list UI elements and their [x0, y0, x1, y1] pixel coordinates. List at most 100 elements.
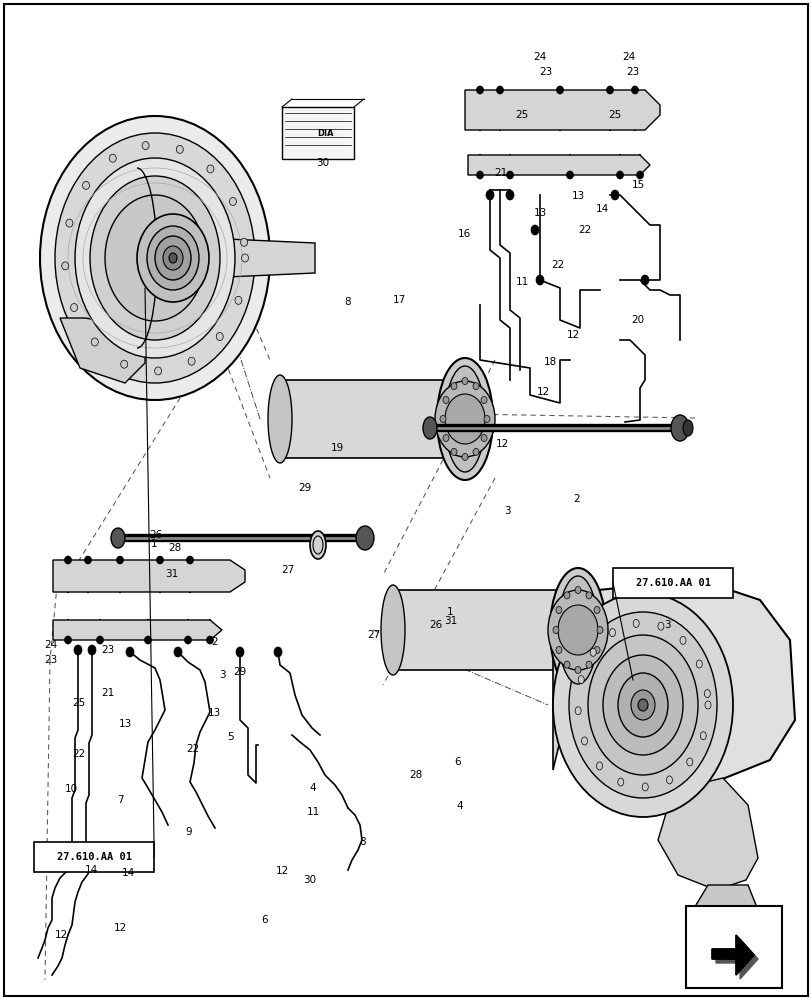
Polygon shape: [715, 939, 757, 979]
Text: 30: 30: [303, 875, 316, 885]
Text: 24: 24: [622, 52, 635, 62]
Ellipse shape: [594, 606, 599, 613]
Ellipse shape: [630, 690, 654, 720]
Ellipse shape: [40, 116, 270, 400]
Polygon shape: [53, 620, 221, 640]
Ellipse shape: [91, 338, 98, 346]
Ellipse shape: [234, 296, 242, 304]
Ellipse shape: [703, 690, 710, 698]
Ellipse shape: [176, 145, 183, 153]
Text: 8: 8: [358, 837, 365, 847]
Text: 23: 23: [539, 67, 551, 77]
Text: 27.610.AA 01: 27.610.AA 01: [57, 852, 131, 862]
Ellipse shape: [436, 358, 492, 480]
Text: 28: 28: [409, 770, 422, 780]
Ellipse shape: [610, 190, 618, 200]
Text: 13: 13: [208, 708, 221, 718]
Ellipse shape: [574, 666, 581, 674]
Ellipse shape: [552, 593, 732, 817]
Ellipse shape: [64, 636, 71, 644]
Ellipse shape: [594, 647, 599, 654]
Text: 25: 25: [515, 110, 528, 120]
Ellipse shape: [355, 526, 374, 550]
Text: 22: 22: [72, 749, 85, 759]
Ellipse shape: [686, 758, 692, 766]
Ellipse shape: [461, 377, 467, 384]
Polygon shape: [467, 155, 649, 175]
Text: 27: 27: [281, 565, 294, 575]
Text: 9: 9: [185, 827, 191, 837]
Ellipse shape: [216, 332, 223, 340]
Ellipse shape: [380, 585, 405, 675]
Ellipse shape: [206, 636, 213, 644]
Text: 26: 26: [149, 530, 162, 540]
Text: 8: 8: [344, 297, 350, 307]
Text: 12: 12: [536, 387, 549, 397]
Ellipse shape: [636, 171, 642, 179]
Text: 3: 3: [663, 620, 670, 630]
Text: 31: 31: [444, 616, 457, 626]
Text: 6: 6: [261, 915, 268, 925]
Ellipse shape: [66, 219, 73, 227]
Polygon shape: [711, 935, 753, 975]
Text: 22: 22: [577, 225, 590, 235]
Text: 20: 20: [631, 315, 644, 325]
Ellipse shape: [590, 648, 595, 656]
Ellipse shape: [443, 434, 448, 442]
Ellipse shape: [557, 605, 597, 655]
Ellipse shape: [154, 367, 161, 375]
Ellipse shape: [556, 647, 561, 654]
Ellipse shape: [188, 357, 195, 365]
Ellipse shape: [74, 645, 82, 655]
Ellipse shape: [116, 556, 123, 564]
Text: 11: 11: [515, 277, 528, 287]
Ellipse shape: [64, 556, 71, 564]
Ellipse shape: [163, 246, 182, 270]
Polygon shape: [552, 602, 579, 770]
Ellipse shape: [435, 381, 495, 457]
Ellipse shape: [480, 396, 487, 403]
Ellipse shape: [169, 253, 177, 263]
Ellipse shape: [55, 133, 255, 383]
Text: 5: 5: [227, 732, 234, 742]
Ellipse shape: [666, 776, 672, 784]
Ellipse shape: [587, 635, 697, 775]
Ellipse shape: [617, 673, 667, 737]
Text: 2: 2: [211, 637, 217, 647]
Polygon shape: [465, 90, 659, 130]
Ellipse shape: [603, 655, 682, 755]
Ellipse shape: [62, 262, 69, 270]
Bar: [612, 568, 732, 598]
Text: 14: 14: [122, 868, 135, 878]
Ellipse shape: [606, 86, 613, 94]
Ellipse shape: [530, 225, 539, 235]
Ellipse shape: [144, 636, 152, 644]
Ellipse shape: [450, 448, 457, 455]
Text: 13: 13: [533, 208, 546, 218]
Ellipse shape: [105, 195, 204, 321]
Polygon shape: [204, 238, 315, 278]
Ellipse shape: [230, 198, 236, 206]
Text: 14: 14: [595, 204, 608, 214]
Text: 31: 31: [165, 569, 178, 579]
Ellipse shape: [126, 647, 134, 657]
Text: 22: 22: [186, 744, 199, 754]
Text: 18: 18: [543, 357, 556, 367]
Ellipse shape: [88, 645, 96, 655]
Polygon shape: [280, 380, 465, 458]
Ellipse shape: [71, 304, 78, 312]
Ellipse shape: [486, 190, 493, 200]
Ellipse shape: [564, 592, 569, 599]
Text: 29: 29: [233, 667, 246, 677]
Text: 12: 12: [55, 930, 68, 940]
Text: 27: 27: [367, 630, 380, 640]
Text: 11: 11: [307, 807, 320, 817]
Ellipse shape: [461, 454, 467, 460]
Ellipse shape: [679, 636, 685, 644]
Text: 4: 4: [456, 801, 462, 811]
Ellipse shape: [207, 165, 213, 173]
Bar: [281, 107, 354, 159]
Ellipse shape: [157, 556, 163, 564]
Polygon shape: [657, 778, 757, 890]
Text: 15: 15: [631, 180, 644, 190]
